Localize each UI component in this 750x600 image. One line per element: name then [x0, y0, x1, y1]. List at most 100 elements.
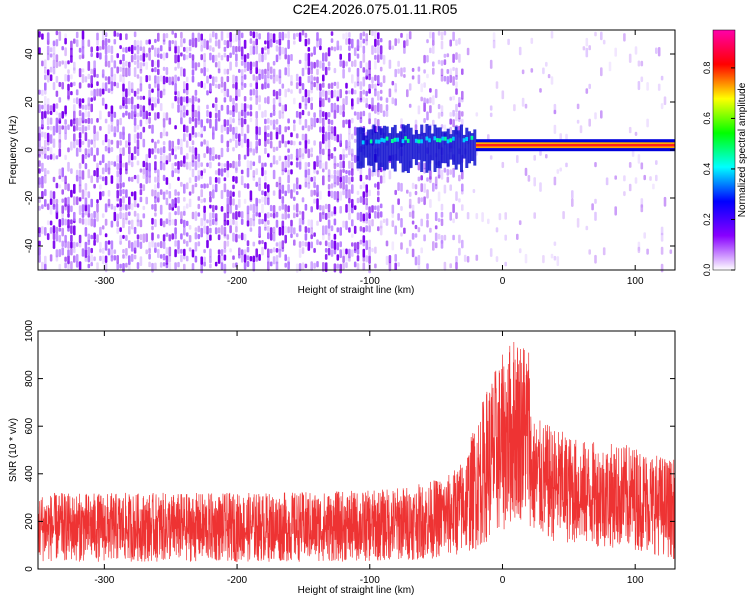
spectrogram-cell: [243, 68, 247, 73]
spectrogram-cell: [637, 154, 641, 164]
spectrogram-cell: [162, 126, 166, 137]
spectrogram-cell: [238, 39, 241, 47]
spectrogram-cell: [249, 61, 253, 71]
spectrogram-cell: [339, 205, 342, 214]
spectrogram-cell: [284, 88, 287, 98]
spectrogram-cell: [324, 203, 328, 210]
spectrogram-cell: [348, 141, 351, 147]
spectrogram-cell: [267, 261, 270, 271]
spectrogram-cell: [183, 38, 186, 44]
spectrogram-cell: [209, 161, 212, 169]
spectrogram-cell: [165, 255, 169, 265]
spectrogram-cell: [452, 167, 455, 178]
spectrogram-cell: [351, 168, 354, 176]
spectrogram-cell: [55, 54, 59, 62]
spectrogram-cell: [339, 154, 342, 161]
spectrogram-cell: [73, 241, 76, 249]
spectrogram-cell: [162, 262, 166, 267]
spectrogram-cell: [258, 73, 261, 81]
spectrogram-cell: [38, 227, 41, 234]
spectrogram-cell: [70, 225, 73, 234]
spectrogram-cell: [185, 125, 189, 133]
spectrogram-cell: [264, 241, 267, 250]
spectrogram-cell: [339, 263, 342, 274]
spectrogram-cell: [162, 33, 166, 42]
spectrogram-cell: [44, 139, 47, 149]
spectrogram-cell: [177, 145, 180, 150]
spectrogram-cell: [162, 153, 166, 162]
spectrogram-cell: [185, 203, 189, 209]
spectrogram-cell: [61, 227, 64, 237]
spectrogram-cell: [52, 232, 56, 241]
spectrogram-cell: [238, 68, 241, 73]
spectrogram-cell: [67, 196, 70, 206]
spectrogram-cell: [272, 68, 276, 77]
spectrogram-cell: [333, 109, 337, 119]
spectrogram-cell: [154, 97, 157, 107]
spectrogram-cell: [284, 33, 287, 39]
spectrogram-cell: [264, 68, 267, 75]
spectrogram-cell: [180, 52, 183, 57]
spectrogram-cell: [356, 197, 360, 204]
spectrogram-cell: [58, 168, 62, 176]
spectrogram-cell: [119, 45, 122, 50]
spectrogram-cell: [209, 33, 212, 43]
spectrogram-cell: [429, 227, 432, 233]
spectrogram-cell: [119, 160, 122, 171]
spectrogram-cell: [246, 246, 250, 253]
spectrogram-cell: [125, 189, 128, 198]
spectrogram-cell: [41, 131, 44, 138]
spectrogram-cell: [217, 39, 221, 49]
spectrogram-cell: [168, 153, 172, 162]
spectrogram-cell: [90, 198, 93, 208]
spectrogram-cell: [58, 112, 62, 121]
spectrogram-cell: [414, 184, 418, 190]
spectrogram-cell: [243, 83, 247, 88]
spectrogram-cell: [452, 109, 455, 117]
spectrogram-cell: [275, 248, 279, 253]
spectrogram-cell: [660, 232, 664, 242]
spectrogram-cell: [458, 102, 461, 108]
spectrogram-cell: [359, 184, 363, 190]
spectrogram-cell: [258, 183, 261, 192]
spectrogram-cell: [217, 68, 221, 74]
spectrogram-cell: [96, 81, 99, 87]
spectrogram-cell: [348, 160, 351, 169]
spectrogram-cell: [432, 32, 435, 42]
spectrogram-cell: [206, 90, 209, 96]
spectrogram-cell: [128, 112, 131, 120]
spectrogram-cell: [452, 53, 455, 63]
spectrogram-cell: [275, 54, 279, 63]
spectrogram-cell: [217, 117, 221, 122]
spectrogram-cell: [188, 46, 192, 52]
spectrogram-cell: [41, 111, 44, 120]
spectrogram-cell: [240, 254, 244, 263]
y-tick-label: 400: [24, 465, 35, 482]
spectrogram-cell: [125, 254, 128, 259]
spectrogram-cell: [342, 248, 345, 258]
spectrogram-cell: [232, 262, 235, 268]
spectrogram-cell: [139, 241, 143, 249]
spectrogram-cell: [345, 204, 348, 213]
spectrogram-cell: [359, 117, 363, 124]
tone-cell: [433, 136, 437, 141]
spectrogram-cell: [466, 256, 470, 263]
spectrogram-cell: [333, 206, 337, 215]
spectrogram-cell: [443, 53, 447, 58]
spectrogram-cell: [84, 118, 88, 124]
spectrogram-cell: [426, 263, 429, 270]
spectrogram-cell: [362, 235, 366, 243]
tone-cell: [385, 136, 389, 141]
spectrogram-cell: [293, 97, 296, 105]
spectrogram-cell: [122, 203, 125, 211]
spectrogram-cell: [226, 119, 230, 126]
spectrogram-cell: [249, 104, 253, 111]
spectrogram-cell: [351, 117, 354, 124]
spectrogram-cell: [646, 82, 649, 91]
spectrogram-cell: [171, 162, 174, 171]
spectrogram-cell: [628, 183, 632, 192]
spectrogram-cell: [159, 160, 163, 171]
spectrogram-cell: [278, 176, 282, 185]
spectrogram-cell: [290, 219, 293, 227]
spectrogram-cell: [46, 53, 50, 61]
